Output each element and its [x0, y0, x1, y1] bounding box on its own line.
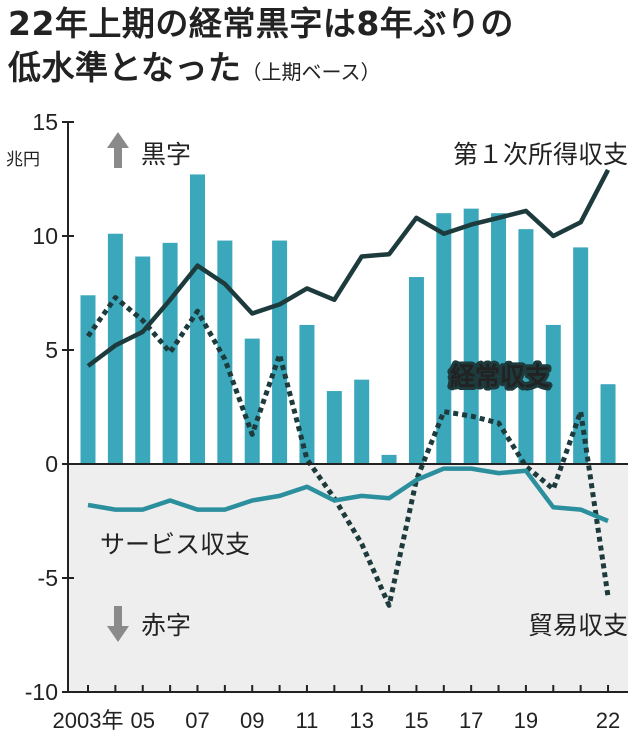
- x-tick-label: 15: [404, 708, 428, 733]
- bar-2016: [436, 213, 452, 464]
- arrow-head: [107, 626, 129, 642]
- bar-2019: [518, 229, 534, 464]
- bar-2010: [272, 240, 288, 464]
- series-label-primary-income: 第１次所得収支: [453, 140, 628, 169]
- bar-2004: [107, 233, 123, 464]
- line-services: [87, 466, 609, 524]
- surplus-label: 黒字: [141, 140, 191, 169]
- y-tick-label: 10: [32, 223, 58, 249]
- lines-group: [85, 168, 611, 608]
- deficit-label: 赤字: [141, 611, 191, 640]
- x-tick-label: 13: [349, 708, 373, 733]
- bar-2018: [491, 213, 507, 464]
- y-tick-label: 0: [45, 451, 58, 477]
- bar-2021: [573, 247, 589, 464]
- bar-2012: [326, 391, 342, 464]
- bar-2020: [545, 324, 561, 464]
- y-tick-label: 15: [32, 109, 58, 135]
- chart-title: 22年上期の経常黒字は8年ぶりの 低水準となった（上期ベース）: [8, 2, 633, 94]
- bar-2022: [600, 384, 616, 464]
- x-tick-label: 07: [185, 708, 209, 733]
- surplus-arrow-icon: [107, 132, 129, 168]
- x-tick-label: 17: [459, 708, 483, 733]
- x-tick-label: 09: [240, 708, 264, 733]
- title-line-1: 22年上期の経常黒字は8年ぶりの: [8, 4, 514, 43]
- y-tick-label: -5: [38, 565, 58, 591]
- y-tick-label: -10: [25, 679, 58, 705]
- axes-group: 15 10 5 0 -5 -10 2003年 05 07 09 11 13 15 17 19 22: [25, 109, 628, 733]
- arrow-shaft: [114, 606, 122, 628]
- series-label-current: 経常収支: [450, 362, 550, 391]
- title-note: （上期ベース）: [241, 60, 381, 84]
- series-label-services: サービス収支: [100, 530, 250, 559]
- unit-label: 兆円: [6, 150, 40, 170]
- arrow-head: [107, 132, 129, 148]
- bar-2007: [189, 174, 205, 464]
- deficit-arrow-icon: [107, 606, 129, 642]
- bar-2009: [244, 338, 260, 464]
- x-tick-label: 22: [596, 708, 620, 733]
- bar-2013: [354, 379, 370, 464]
- bar-2006: [162, 242, 178, 464]
- x-tick-label: 11: [296, 708, 319, 733]
- series-label-trade: 貿易収支: [528, 611, 628, 640]
- line-primary-income: [86, 168, 610, 368]
- bar-2011: [299, 324, 315, 464]
- arrow-shaft: [114, 146, 122, 168]
- bar-2008: [217, 240, 233, 464]
- x-tick-label: 19: [514, 708, 538, 733]
- bars-group: [80, 174, 616, 464]
- bar-2003: [80, 295, 96, 464]
- title-line-2: 低水準となった（上期ベース）: [8, 46, 633, 94]
- bar-2017: [463, 208, 479, 464]
- x-tick-label: 2003年: [53, 708, 124, 733]
- bar-2015: [408, 277, 424, 464]
- bar-2005: [135, 256, 151, 464]
- bar-2014: [381, 454, 397, 464]
- title-line-2-main: 低水準となった: [8, 48, 242, 87]
- y-tick-label: 5: [45, 337, 58, 363]
- line-trade: [85, 295, 611, 608]
- x-tick-label: 05: [130, 708, 154, 733]
